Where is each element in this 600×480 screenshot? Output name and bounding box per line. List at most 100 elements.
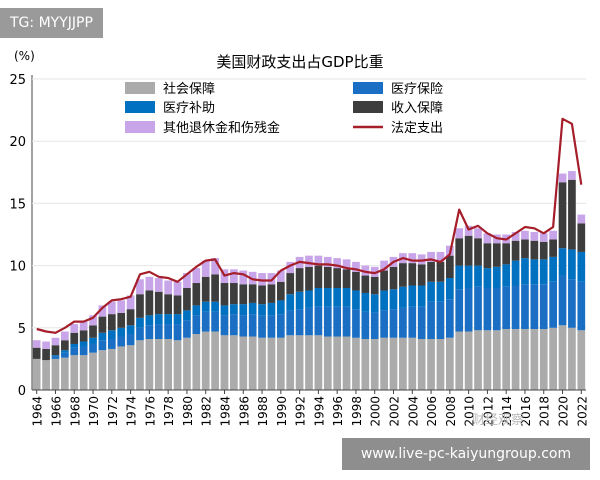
y-tick-label: 15 — [9, 197, 26, 212]
bar-segment — [230, 283, 238, 305]
bar-segment — [126, 295, 135, 310]
bar-segment — [286, 294, 295, 311]
bar-segment — [530, 240, 539, 260]
bar-segment — [464, 331, 473, 390]
x-tick-label: 1970 — [87, 396, 101, 427]
y-tick-label: 0 — [18, 384, 26, 399]
bar-segment — [455, 265, 464, 290]
bar-segment — [427, 261, 435, 282]
bar-segment — [323, 287, 332, 307]
bar-segment — [427, 251, 435, 262]
bar-segment — [70, 355, 79, 390]
bar-segment — [42, 341, 50, 349]
bar-segment — [154, 314, 163, 325]
bar-segment — [183, 337, 191, 390]
bar-segment — [79, 346, 88, 356]
bar-segment — [577, 214, 586, 224]
bar-segment — [183, 320, 191, 338]
bar-segment — [98, 316, 107, 333]
bar-segment — [361, 311, 370, 339]
bar-segment — [267, 284, 276, 303]
legend-label: 法定支出 — [391, 121, 443, 136]
bar-segment — [295, 309, 304, 336]
bar-segment — [136, 279, 144, 295]
bar-segment — [445, 337, 454, 390]
bar-segment — [276, 337, 285, 390]
bar-segment — [539, 233, 548, 242]
bar-segment — [61, 357, 69, 390]
x-tick-label: 1968 — [68, 396, 82, 427]
bar-segment — [61, 340, 69, 351]
bar-segment — [408, 263, 417, 286]
bar-segment — [502, 286, 511, 330]
bar-segment — [521, 329, 529, 390]
bar-segment — [145, 276, 154, 291]
bar-segment — [164, 294, 173, 315]
x-tick-label: 2022 — [575, 396, 589, 427]
y-tick-label: 5 — [18, 322, 26, 337]
bar-segment — [305, 307, 313, 336]
bar-segment — [521, 239, 529, 259]
bar-segment — [323, 266, 332, 288]
x-tick-label: 1978 — [162, 396, 176, 427]
bar-segment — [295, 291, 304, 310]
bar-segment — [380, 270, 388, 291]
bar-segment — [483, 243, 492, 269]
bar-segment — [89, 315, 97, 326]
bar-segment — [220, 283, 229, 306]
bar-segment — [192, 315, 201, 335]
y-tick-label: 10 — [9, 260, 26, 275]
bar-segment — [474, 228, 482, 239]
bar-segment — [417, 254, 426, 265]
bar-segment — [483, 233, 492, 244]
bar-segment — [352, 337, 360, 390]
bar-segment — [89, 325, 97, 338]
bar-segment — [539, 241, 548, 260]
bar-segment — [117, 346, 126, 390]
bar-segment — [258, 273, 266, 286]
bar-segment — [333, 258, 342, 269]
bar-segment — [352, 261, 360, 272]
bar-segment — [399, 307, 407, 338]
y-tick-label: 20 — [9, 135, 26, 150]
bar-segment — [521, 284, 529, 330]
bar-segment — [32, 347, 41, 359]
bar-segment — [192, 305, 201, 316]
bar-segment — [399, 337, 407, 390]
x-tick-label: 2010 — [463, 396, 477, 427]
line-path — [36, 117, 583, 334]
source-tag: TG: MYYJJPP — [0, 8, 103, 38]
bar-segment — [98, 305, 107, 317]
bar-segment — [408, 253, 417, 264]
bar-segment — [427, 301, 435, 339]
bar-segment — [492, 243, 501, 267]
bar-segment — [305, 266, 313, 291]
bar-segment — [455, 289, 464, 332]
bar-segment — [333, 268, 342, 288]
bar-segment — [107, 330, 116, 339]
legend-swatch — [125, 121, 155, 133]
bar-segment — [164, 314, 173, 325]
x-tick-label: 1974 — [125, 396, 139, 427]
bar-segment — [417, 306, 426, 339]
y-axis-unit: (%) — [14, 49, 35, 63]
bar-segment — [417, 338, 426, 390]
bar-segment — [511, 240, 520, 261]
legend-label: 医疗保险 — [391, 82, 443, 97]
bar-segment — [201, 331, 210, 390]
bar-segment — [558, 325, 567, 390]
bar-segment — [436, 251, 445, 262]
bar-segment — [98, 340, 107, 351]
bar-segment — [314, 265, 323, 288]
bar-segment — [61, 352, 69, 358]
bar-segment — [314, 287, 323, 307]
bar-segment — [568, 249, 576, 280]
bar-segment — [455, 238, 464, 266]
bar-segment — [361, 275, 370, 293]
bar-segment — [464, 287, 473, 332]
bar-segment — [173, 324, 182, 341]
bar-segment — [32, 358, 41, 390]
x-tick-label: 1990 — [275, 396, 289, 427]
bar-segment — [42, 360, 50, 390]
bar-segment — [117, 336, 126, 347]
